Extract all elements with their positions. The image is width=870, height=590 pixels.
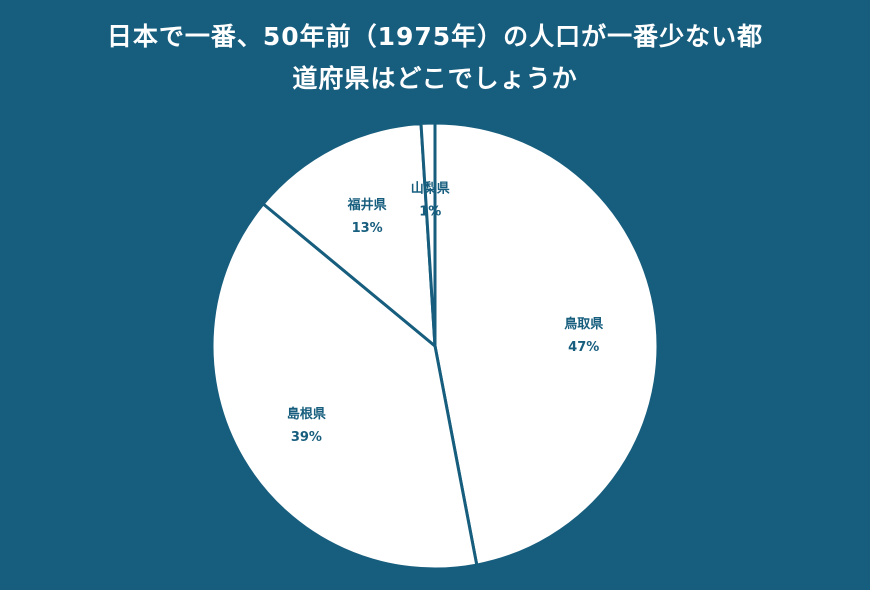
slice-value-label-1: 47% xyxy=(568,340,599,355)
slice-label-1: 鳥取県 xyxy=(564,316,603,332)
chart-title: 日本で一番、50年前（1975年）の人口が一番少ない都 道府県はどこでしょうか xyxy=(0,16,870,100)
title-line-2: 道府県はどこでしょうか xyxy=(292,64,578,93)
slice-value-label-2: 39% xyxy=(291,430,322,445)
pie-slice-3 xyxy=(261,121,437,348)
title-line-1: 日本で一番、50年前（1975年）の人口が一番少ない都 xyxy=(106,22,764,51)
pie-slice-4 xyxy=(419,121,437,348)
slice-value-label-3: 13% xyxy=(352,221,383,236)
slice-label-4: 山梨県 xyxy=(411,181,450,197)
slice-label-2: 島根県 xyxy=(287,406,326,422)
pie-slice-2 xyxy=(210,202,479,571)
slice-value-label-4: 1% xyxy=(419,205,441,220)
slice-label-3: 福井県 xyxy=(347,197,387,213)
pie-slice-1 xyxy=(433,121,660,567)
